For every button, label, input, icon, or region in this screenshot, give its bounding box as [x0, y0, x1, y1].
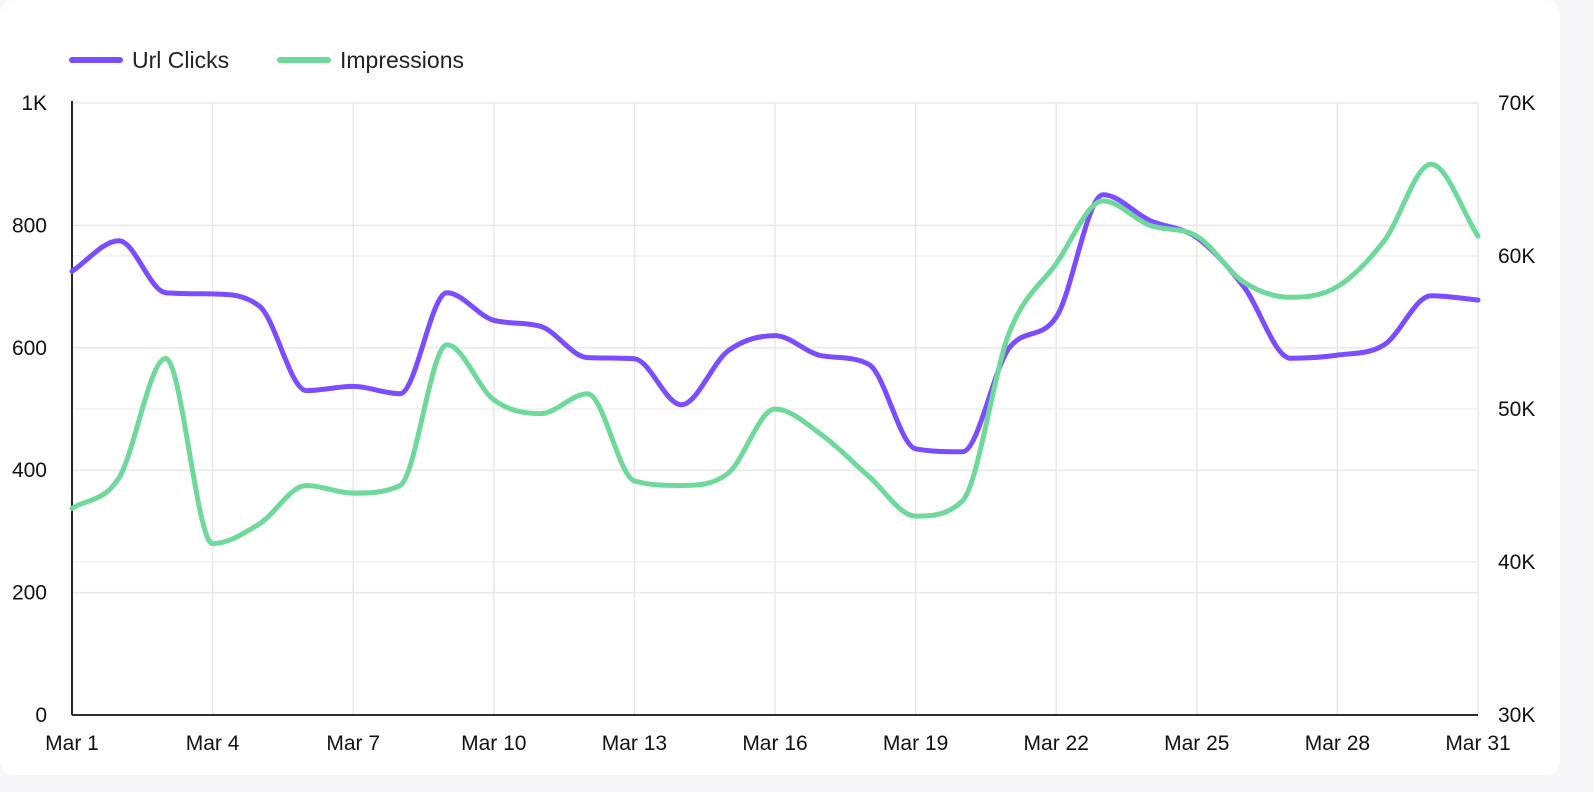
chart-card: Mar 1 Mar 4 Mar 7 Mar 10 Mar 13 Mar 16 Mar 19 M… — [11, 47, 1536, 755]
x-tick-label: Mar 16 — [742, 732, 807, 755]
x-tick-label: Mar 31 — [1445, 732, 1510, 755]
x-tick-label: Mar 13 — [602, 732, 667, 755]
x-tick-label: Mar 25 — [1164, 732, 1229, 755]
series-line-impressions[interactable] — [69, 161, 1481, 547]
x-tick-label: Mar 28 — [1305, 732, 1370, 755]
x-tick-label: Mar 10 — [461, 732, 526, 755]
y-left-tick-label: 200 — [12, 582, 47, 605]
y-left-tick-label: 600 — [12, 337, 47, 360]
y-left-tick-label: 1K — [21, 92, 47, 115]
x-tick-label: Mar 19 — [883, 732, 948, 755]
legend-item-impressions[interactable]: Impressions — [277, 47, 464, 73]
y-right-tick-label: 70K — [1498, 92, 1535, 115]
x-tick-label: Mar 4 — [186, 732, 240, 755]
legend-label: Url Clicks — [132, 47, 229, 73]
y-right-tick-label: 50K — [1498, 398, 1535, 421]
axes — [71, 101, 1478, 716]
y-left-tick-label: 400 — [12, 459, 47, 482]
x-tick-label: Mar 7 — [326, 732, 380, 755]
y-left-tick-label: 800 — [12, 214, 47, 237]
y-right-tick-label: 40K — [1498, 551, 1535, 574]
x-tick-label: Mar 22 — [1024, 732, 1089, 755]
legend: Url Clicks Impressions — [69, 47, 464, 73]
y-left-tick-label: 0 — [35, 704, 47, 727]
tick-labels: Mar 1 Mar 4 Mar 7 Mar 10 Mar 13 Mar 16 Mar 19 M… — [12, 92, 1535, 755]
legend-label: Impressions — [340, 47, 464, 73]
legend-item-url-clicks[interactable]: Url Clicks — [69, 47, 229, 73]
series-lines — [69, 161, 1481, 547]
y-right-tick-label: 60K — [1498, 245, 1535, 268]
x-tick-label: Mar 1 — [45, 732, 99, 755]
y-right-tick-label: 30K — [1498, 704, 1535, 727]
gridlines — [72, 102, 1479, 715]
